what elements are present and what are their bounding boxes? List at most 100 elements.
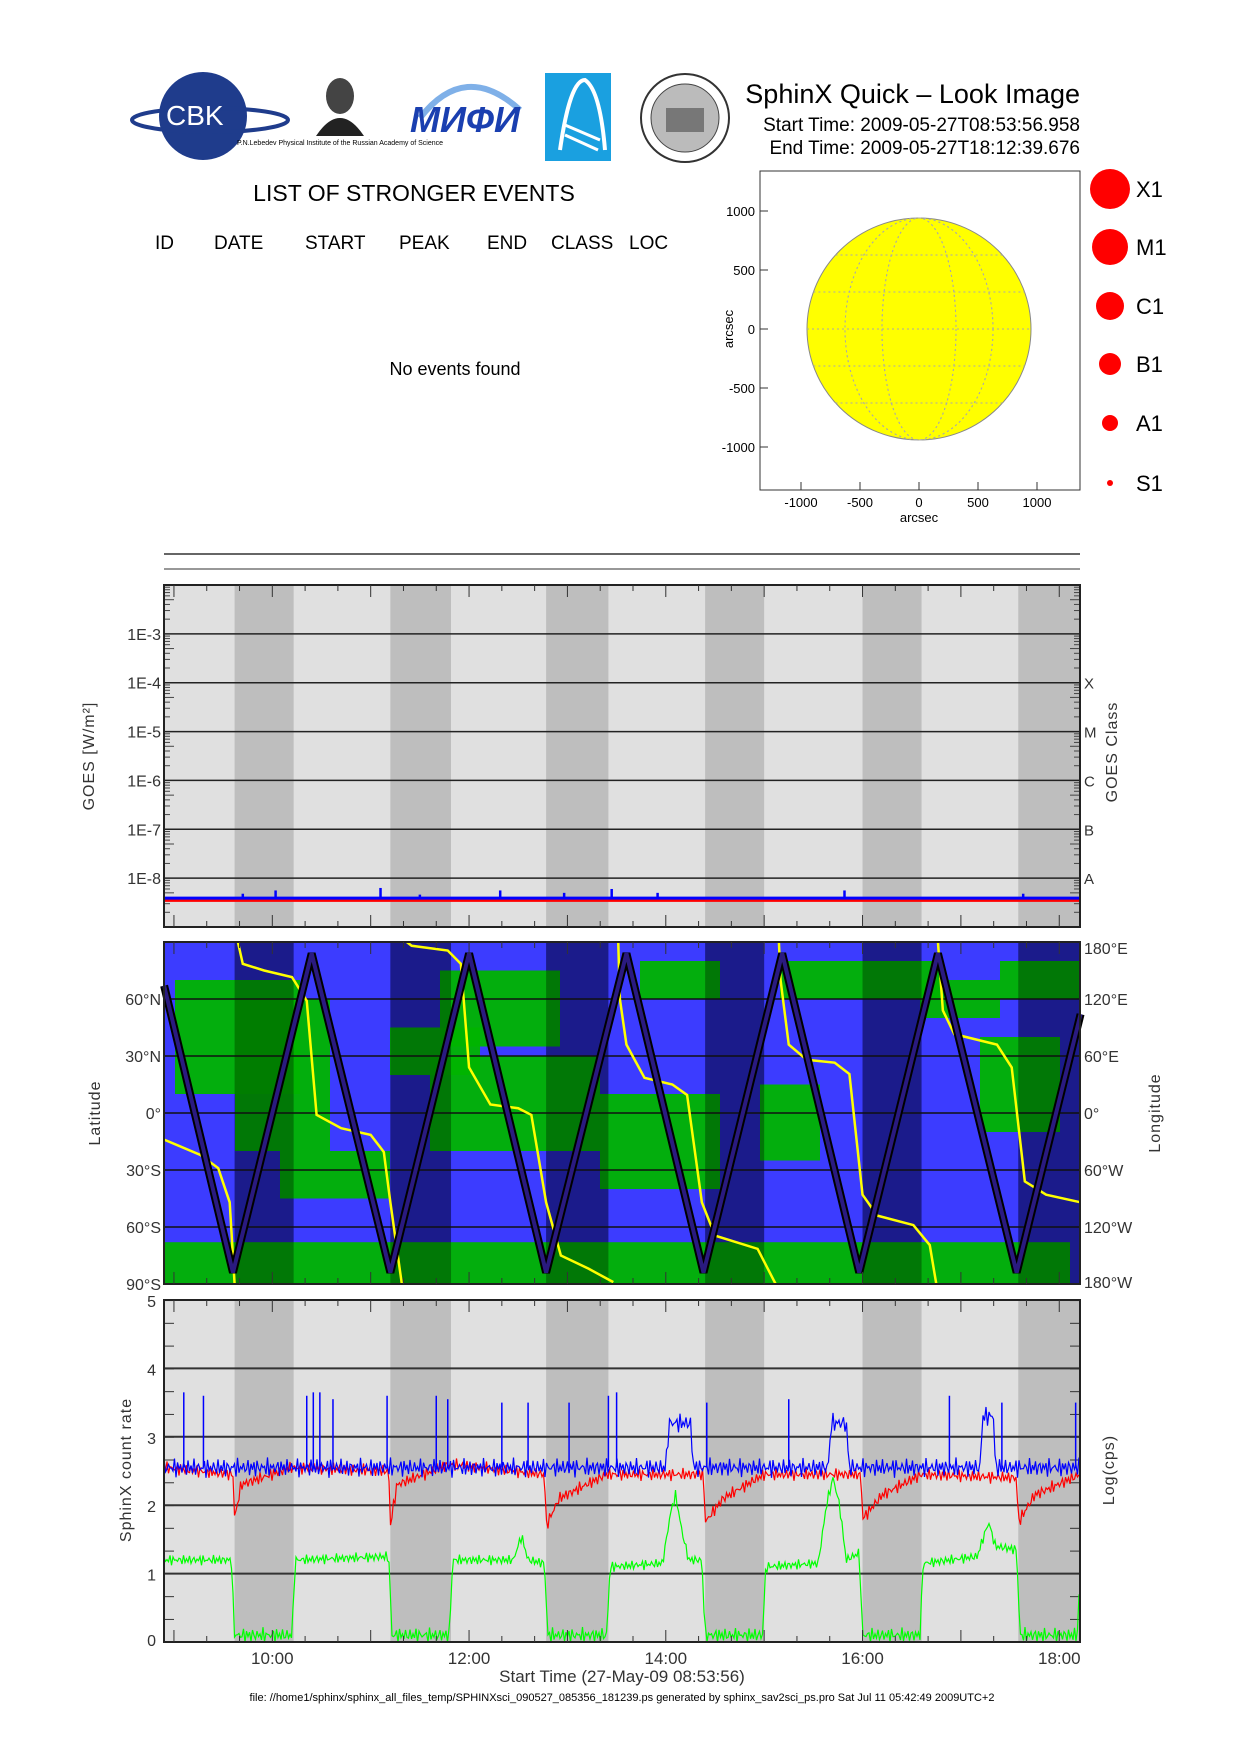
ras-logo xyxy=(545,73,611,161)
goes-class-tick: B xyxy=(1084,822,1094,839)
log-cps-label: Log(cps) xyxy=(1101,1435,1118,1505)
y-tick-label: 1E-5 xyxy=(127,725,161,742)
land-region xyxy=(640,961,720,999)
legend-marker xyxy=(1102,415,1118,431)
events-title: LIST OF STRONGER EVENTS xyxy=(253,180,575,206)
legend-label: M1 xyxy=(1136,235,1167,260)
x-tick-label: 1000 xyxy=(1023,495,1052,510)
count-rate-series xyxy=(163,1406,1080,1478)
panel-frame xyxy=(163,1299,1081,1643)
events-column-header: DATE xyxy=(214,233,263,254)
latitude-tick-label: 30°S xyxy=(126,1163,161,1180)
page-title: SphinX Quick – Look Image xyxy=(745,79,1080,109)
eclipse-shading xyxy=(546,585,609,927)
eclipse-shading xyxy=(1018,585,1081,927)
sun-map: -1000 1000 -500 500 0 0 500 -500 1000 -1000 arcsec… xyxy=(721,170,1081,525)
x-axis-label: arcsec xyxy=(900,510,939,525)
x-tick-label: 16:00 xyxy=(841,1649,884,1668)
latitude-label: Latitude xyxy=(87,1081,104,1146)
goes-class-tick: C xyxy=(1084,773,1095,790)
x-tick-label: -500 xyxy=(847,495,873,510)
events-empty-message: No events found xyxy=(389,359,520,379)
goes-panel: 1E-3 1E-4 1E-5 1E-6 1E-7 1E-8 X M C B A xyxy=(127,584,1097,928)
y-tick-label: 1000 xyxy=(726,204,755,219)
satellite-track-intensity xyxy=(162,952,1083,1274)
legend-marker xyxy=(1092,229,1128,265)
footer-file-info: file: //home1/sphinx/sphinx_all_files_te… xyxy=(250,1692,995,1704)
x-tick-label: 500 xyxy=(967,495,989,510)
longitude-gridline xyxy=(881,217,957,441)
events-column-header: ID xyxy=(155,233,174,254)
longitude-trace xyxy=(936,941,1081,1204)
legend-label: S1 xyxy=(1136,471,1163,496)
orbit-map-panel: 60°N 30°N 0° 30°S 60°S 90°S 180°E 120°E 60°E 0° 60… xyxy=(125,941,1133,1294)
flare-class-legend: X1 M1 C1 B1 A1 S1 xyxy=(1090,169,1167,496)
start-time: Start Time: 2009-05-27T08:53:56.958 xyxy=(763,115,1080,136)
end-time: End Time: 2009-05-27T18:12:39.676 xyxy=(769,138,1080,159)
x-tick-label: 14:00 xyxy=(645,1649,688,1668)
y-tick-label: 5 xyxy=(147,1294,156,1311)
goes-class-tick: X xyxy=(1084,676,1094,693)
longitude-tick-label: 60°E xyxy=(1084,1049,1119,1066)
y-tick-label: 2 xyxy=(147,1499,156,1516)
svg-text:P.N.Lebedev Physical Institute: P.N.Lebedev Physical Institute of the Ru… xyxy=(237,140,443,147)
svg-text:CBK: CBK xyxy=(166,100,224,131)
x-tick-label: 12:00 xyxy=(448,1649,491,1668)
y-tick-label: 1E-8 xyxy=(127,871,161,888)
land-region xyxy=(980,1037,1060,1132)
events-header-row: ID DATE START PEAK END CLASS LOC xyxy=(155,233,668,254)
goes-class-tick: A xyxy=(1084,871,1094,888)
longitude-tick-label: 0° xyxy=(1084,1106,1099,1123)
y-tick-label: 500 xyxy=(733,263,755,278)
eclipse-shading xyxy=(862,1300,922,1642)
svg-text:МИФИ: МИФИ xyxy=(410,99,521,140)
latitude-tick-label: 30°N xyxy=(125,1049,161,1066)
panel-background xyxy=(164,585,1080,927)
eclipse-shading xyxy=(862,585,922,927)
y-tick-label: 1 xyxy=(147,1568,156,1585)
count-rate-panel: 0 1 2 3 4 5 10:00 12:00 14:00 16:00 18:00 xyxy=(147,1294,1081,1668)
lebedev-logo: P.N.Lebedev Physical Institute of the Ru… xyxy=(237,78,443,147)
longitude-tick-label: 180°W xyxy=(1084,1275,1133,1292)
y-tick-label: -500 xyxy=(729,381,755,396)
eclipse-shading xyxy=(705,1300,765,1642)
latitude-tick-label: 90°S xyxy=(126,1277,161,1294)
goes-class-tick: M xyxy=(1084,725,1097,742)
y-tick-label: 1E-6 xyxy=(127,773,161,790)
eclipse-shading xyxy=(705,585,765,927)
land-region xyxy=(780,961,940,999)
latitude-tick-label: 60°N xyxy=(125,992,161,1009)
legend-label: C1 xyxy=(1136,294,1164,319)
longitude-tick-label: 120°E xyxy=(1084,992,1128,1009)
y-tick-label: -1000 xyxy=(722,440,755,455)
cbk-logo: CBK xyxy=(130,72,290,160)
longitude-tick-label: 120°W xyxy=(1084,1220,1133,1237)
longitude-label: Longitude xyxy=(1147,1073,1164,1152)
events-column-header: START xyxy=(305,233,366,254)
count-rate-label: SphinX count rate xyxy=(118,1398,135,1542)
longitude-trace xyxy=(616,941,777,1285)
y-tick-label: 1E-7 xyxy=(127,822,161,839)
events-column-header: CLASS xyxy=(551,233,613,254)
panel-frame xyxy=(163,941,1081,1285)
events-column-header: PEAK xyxy=(399,233,450,254)
events-column-header: LOC xyxy=(629,233,668,254)
legend-label: A1 xyxy=(1136,411,1163,436)
longitude-trace xyxy=(236,941,404,1285)
y-tick-label: 4 xyxy=(147,1362,156,1379)
longitude-tick-label: 180°E xyxy=(1084,941,1128,958)
longitude-tick-label: 60°W xyxy=(1084,1163,1124,1180)
x-axis-title: Start Time (27-May-09 08:53:56) xyxy=(499,1667,745,1686)
y-tick-label: 1E-4 xyxy=(127,676,161,693)
university-seal-logo xyxy=(640,73,730,163)
legend-marker xyxy=(1107,480,1113,486)
y-tick-label: 0 xyxy=(147,1633,156,1650)
latitude-tick-label: 60°S xyxy=(126,1220,161,1237)
legend-label: X1 xyxy=(1136,177,1163,202)
x-tick-label: 0 xyxy=(915,495,922,510)
events-column-header: END xyxy=(487,233,527,254)
legend-marker xyxy=(1096,292,1124,320)
x-tick-label: -1000 xyxy=(784,495,817,510)
longitude-trace xyxy=(163,1138,236,1285)
longitude-gridline xyxy=(844,217,994,441)
